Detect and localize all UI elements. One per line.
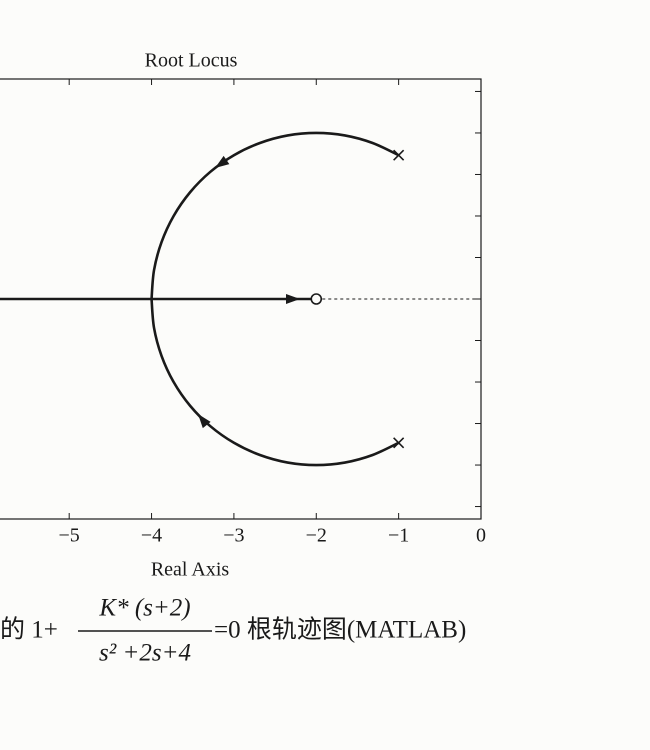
- direction-arrow: [198, 414, 211, 429]
- caption-numerator: K* (s+2): [98, 595, 190, 622]
- x-tick-label: −2: [306, 525, 327, 547]
- locus-branch: [150, 298, 400, 467]
- pole-marker: [393, 437, 405, 449]
- caption-suffix: =0 根轨迹图(MATLAB): [214, 616, 466, 644]
- locus-branch: [150, 131, 400, 300]
- x-tick-label: −5: [59, 525, 80, 547]
- zero-marker: [310, 293, 323, 305]
- x-tick-label: 0: [476, 525, 486, 547]
- caption-denominator: s² +2s+4: [99, 640, 191, 667]
- x-tick-label: −4: [141, 525, 162, 547]
- chart-title: Root Locus: [145, 50, 238, 72]
- x-tick-label: −3: [223, 525, 244, 547]
- caption: 的 1+ K* (s+2) s² +2s+4 =0 根轨迹图(MATLAB): [0, 595, 466, 667]
- x-axis-label: Real Axis: [151, 559, 230, 581]
- x-tick-label: −1: [388, 525, 409, 547]
- caption-prefix: 的 1+: [0, 616, 58, 644]
- direction-arrow: [215, 155, 230, 168]
- pole-marker: [393, 149, 405, 161]
- direction-arrow: [286, 294, 300, 304]
